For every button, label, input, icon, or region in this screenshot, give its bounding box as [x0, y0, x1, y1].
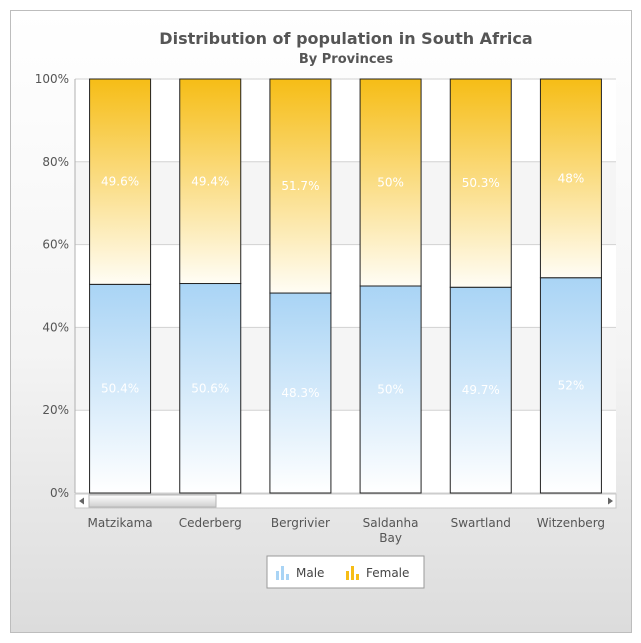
data-label: 52%: [558, 378, 585, 392]
data-label: 48.3%: [281, 386, 319, 400]
scrollbar[interactable]: [74, 493, 617, 509]
y-tick-label: 0%: [50, 486, 69, 500]
y-tick-label: 40%: [42, 320, 69, 334]
data-label: 49.6%: [101, 175, 139, 189]
bars: 50.4% 49.6% 50.6% 49.4% 48.3% 51.7% 50% 50% 49.7…: [89, 78, 602, 494]
bar-male-bergrivier[interactable]: [269, 292, 332, 494]
bar-chart-icon: [346, 566, 359, 580]
data-label: 50.4%: [101, 382, 139, 396]
legend-item-male[interactable]: Male: [276, 566, 324, 580]
data-label: 49.4%: [191, 174, 229, 188]
plot-background: [75, 79, 616, 493]
bar-female-bergrivier[interactable]: [269, 78, 332, 294]
x-tick-label: Saldanha Bay: [363, 516, 419, 545]
bar-female-matzikama[interactable]: [89, 78, 152, 285]
legend-item-female[interactable]: Female: [346, 566, 409, 580]
data-label: 50.3%: [462, 176, 500, 190]
grid-band: [75, 161, 616, 245]
y-axis: 0% 20% 40% 60% 80% 100%: [35, 72, 76, 500]
x-tick-label: Cederberg: [179, 516, 242, 530]
data-label: 51.7%: [281, 179, 319, 193]
bar-female-witzenberg[interactable]: [539, 78, 602, 279]
bar-female-cederberg[interactable]: [179, 78, 242, 285]
legend-box: [266, 555, 425, 589]
bar-male-cederberg[interactable]: [179, 283, 242, 494]
grid-band: [75, 327, 616, 411]
x-tick-label: Swartland: [451, 516, 511, 530]
x-tick-label: Matzikama: [87, 516, 152, 530]
y-tick-label: 80%: [42, 155, 69, 169]
scroll-right-arrow-icon[interactable]: [608, 497, 613, 505]
y-tick-label: 100%: [35, 72, 69, 86]
chart-subtitle: By Provinces: [299, 52, 393, 67]
legend-label-female: Female: [366, 566, 409, 580]
chart-title: Distribution of population in South Afri…: [159, 29, 532, 48]
bar-male-saldanha-bay[interactable]: [359, 285, 422, 494]
grid-band: [75, 244, 616, 328]
scrollbar-thumb[interactable]: [88, 494, 217, 508]
x-tick-label: Witzenberg: [537, 516, 605, 530]
data-label: 48%: [558, 171, 585, 185]
bar-chart-icon: [276, 566, 289, 580]
bar-female-swartland[interactable]: [449, 78, 512, 288]
scroll-left-arrow-icon[interactable]: [79, 497, 84, 505]
grid-band: [75, 410, 616, 493]
bar-female-saldanha-bay[interactable]: [359, 78, 422, 287]
grid-band: [75, 79, 616, 162]
legend: Male Female: [266, 555, 425, 589]
x-tick-label: Bergrivier: [271, 516, 330, 530]
data-label: 50.6%: [191, 381, 229, 395]
data-label: 50%: [377, 383, 404, 397]
x-axis: Matzikama Cederberg Bergrivier Saldanha Bay S…: [87, 516, 605, 545]
bar-male-swartland[interactable]: [449, 286, 512, 494]
y-tick-label: 60%: [42, 238, 69, 252]
grid-lines: [75, 78, 616, 494]
y-tick-label: 20%: [42, 403, 69, 417]
bar-male-witzenberg[interactable]: [539, 277, 602, 494]
data-label: 50%: [377, 176, 404, 190]
bar-male-matzikama[interactable]: [89, 283, 152, 494]
data-label: 49.7%: [462, 383, 500, 397]
legend-label-male: Male: [296, 566, 324, 580]
